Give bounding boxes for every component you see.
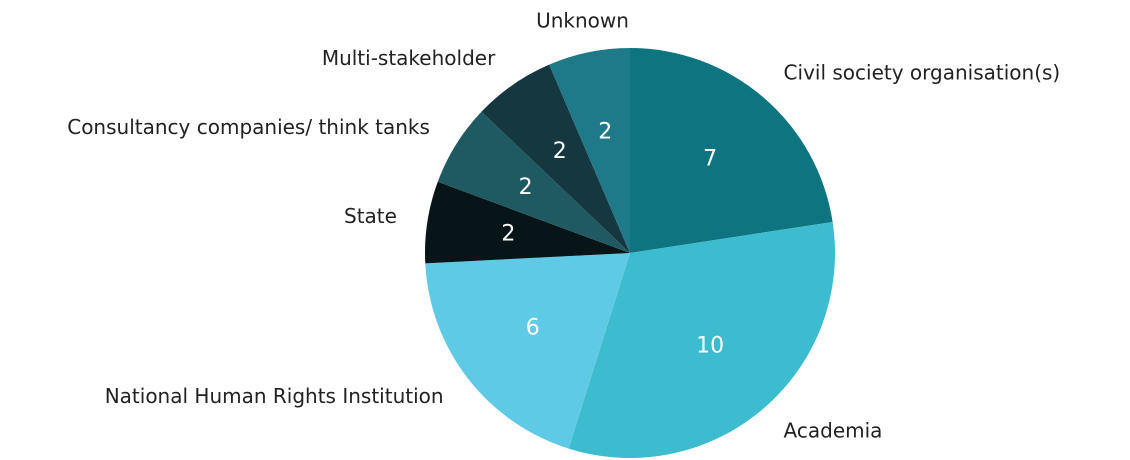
- pie-slice: [568, 221, 835, 458]
- category-label: National Human Rights Institution: [105, 384, 444, 408]
- pie-slice: [549, 48, 630, 253]
- data-label: 2: [598, 120, 612, 145]
- category-label: Consultancy companies/ think tanks: [67, 115, 430, 139]
- pie-slice: [425, 181, 630, 264]
- category-label: Academia: [784, 418, 883, 442]
- pie-slice: [437, 111, 630, 253]
- data-label: 10: [696, 333, 724, 358]
- data-label: 7: [703, 147, 717, 172]
- pie-slice: [630, 48, 833, 253]
- category-label: State: [344, 204, 397, 228]
- data-label: 2: [519, 175, 533, 200]
- data-label: 2: [501, 221, 515, 246]
- pie-slice: [425, 253, 630, 449]
- category-label: Civil society organisation(s): [784, 61, 1061, 85]
- data-label: 2: [553, 139, 567, 164]
- data-label: 6: [526, 315, 540, 340]
- category-label: Unknown: [536, 9, 629, 33]
- category-label: Multi-stakeholder: [322, 46, 496, 70]
- pie-slice: [481, 64, 630, 253]
